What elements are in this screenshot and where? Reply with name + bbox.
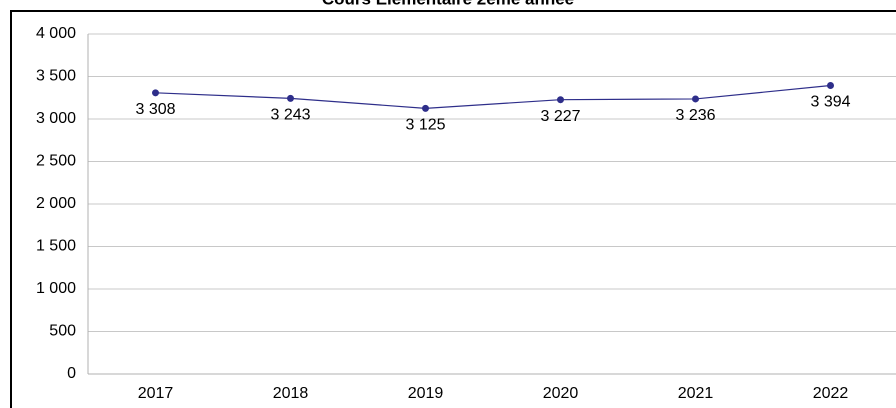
point [152, 89, 159, 97]
y-tick-label: 2 000 [36, 195, 76, 212]
x-tick-label: 2018 [273, 385, 309, 402]
x-tick-label: 2017 [138, 385, 174, 402]
y-tick-label: 2 500 [36, 153, 76, 170]
y-tick-label: 3 000 [36, 110, 76, 127]
data-label: 3 308 [135, 101, 175, 118]
point [692, 95, 699, 103]
y-tick-label: 500 [49, 323, 76, 340]
y-tick-label: 3 500 [36, 68, 76, 85]
line [155, 84, 831, 109]
y-tick-label: 4 000 [36, 25, 76, 42]
x-tick-label: 2021 [678, 385, 714, 402]
x-tick-label: 2020 [543, 385, 579, 402]
point [557, 96, 564, 104]
data-label: 3 243 [270, 107, 310, 124]
chart-frame [10, 10, 896, 408]
data-label: 3 227 [540, 108, 580, 125]
chart-title: Cours Elémentaire 2ème année [322, 0, 574, 8]
data-label: 3 236 [675, 107, 715, 124]
point [827, 82, 834, 90]
data-label: 3 394 [810, 94, 850, 111]
y-tick-label: 0 [67, 365, 76, 382]
y-tick-label: 1 500 [36, 238, 76, 255]
y-tick-label: 1 000 [36, 280, 76, 297]
point [422, 104, 429, 112]
point [287, 94, 294, 102]
x-tick-label: 2022 [813, 385, 849, 402]
data-label: 3 125 [405, 117, 445, 134]
x-tick-label: 2019 [408, 385, 444, 402]
